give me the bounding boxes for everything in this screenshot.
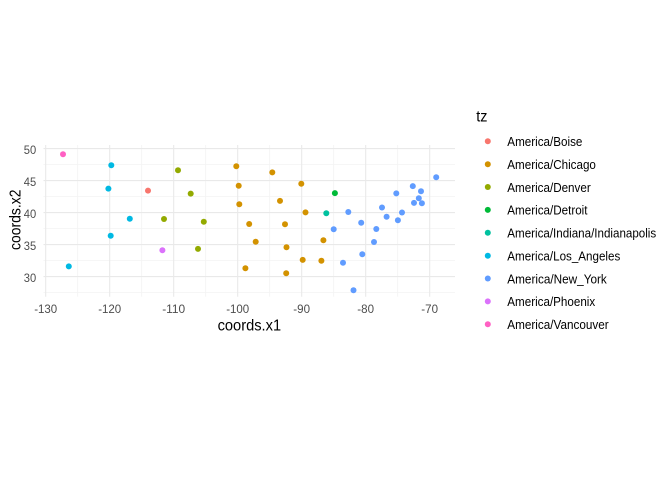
svg-text:-110: -110 [162,302,185,316]
svg-text:30: 30 [24,271,36,285]
svg-text:50: 50 [24,143,36,157]
svg-text:-70: -70 [421,302,438,316]
svg-text:tz: tz [476,108,487,125]
svg-text:America/Indiana/Indianapolis: America/Indiana/Indianapolis [507,226,656,241]
svg-text:-130: -130 [34,302,57,316]
svg-text:-90: -90 [293,302,310,316]
svg-text:coords.x2: coords.x2 [8,189,25,250]
svg-text:45: 45 [24,175,36,189]
svg-text:-80: -80 [357,302,374,316]
svg-text:America/Boise: America/Boise [507,134,582,149]
svg-text:-100: -100 [226,302,249,316]
svg-text:35: 35 [24,239,36,253]
svg-text:America/Detroit: America/Detroit [507,203,587,218]
svg-text:-120: -120 [98,302,121,316]
svg-text:America/Los_Angeles: America/Los_Angeles [507,249,620,264]
svg-text:America/New_York: America/New_York [507,271,607,286]
svg-text:America/Vancouver: America/Vancouver [507,317,609,332]
svg-text:America/Denver: America/Denver [507,180,591,195]
svg-text:40: 40 [24,207,36,221]
svg-text:America/Chicago: America/Chicago [507,157,596,172]
svg-text:America/Phoenix: America/Phoenix [507,294,595,309]
svg-text:coords.x1: coords.x1 [218,318,282,335]
